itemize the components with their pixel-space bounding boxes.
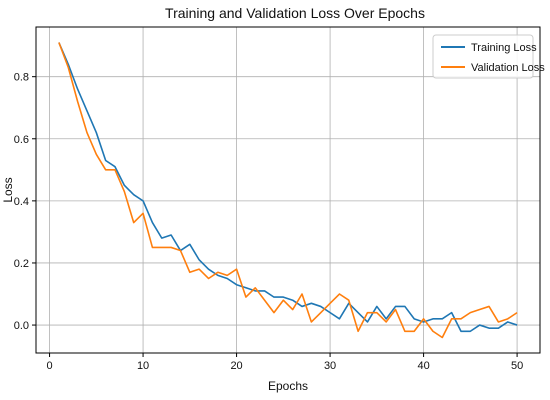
legend: Training Loss Validation Loss <box>432 34 545 79</box>
x-tick-label: 40 <box>417 360 429 372</box>
legend-label-training-loss: Training Loss <box>471 42 537 54</box>
x-tick-label: 20 <box>230 360 242 372</box>
x-tick-label: 10 <box>137 360 149 372</box>
plot-frame <box>35 26 541 354</box>
y-tick-label: 0.4 <box>14 196 29 208</box>
x-tick-label: 30 <box>324 360 336 372</box>
x-tick-label: 50 <box>511 360 523 372</box>
series-lines <box>58 42 518 339</box>
y-tick-label: 0.2 <box>14 258 29 270</box>
y-axis-ticks: 0.0 0.2 0.4 0.6 0.8 <box>14 72 36 332</box>
chart-title: Training and Validation Loss Over Epochs <box>165 5 425 21</box>
y-tick-label: 0.6 <box>14 134 29 146</box>
x-axis-ticks: 0 10 20 30 40 50 <box>46 353 523 372</box>
y-axis-label: Loss <box>1 177 15 202</box>
x-axis-label: Epochs <box>268 379 308 393</box>
x-tick-label: 0 <box>46 360 52 372</box>
y-tick-label: 0.0 <box>14 320 29 332</box>
legend-label-validation-loss: Validation Loss <box>471 62 545 74</box>
series-line-training-loss <box>58 42 518 333</box>
y-tick-label: 0.8 <box>14 72 29 84</box>
series-line-validation-loss <box>58 42 518 339</box>
grid-lines <box>36 27 540 353</box>
